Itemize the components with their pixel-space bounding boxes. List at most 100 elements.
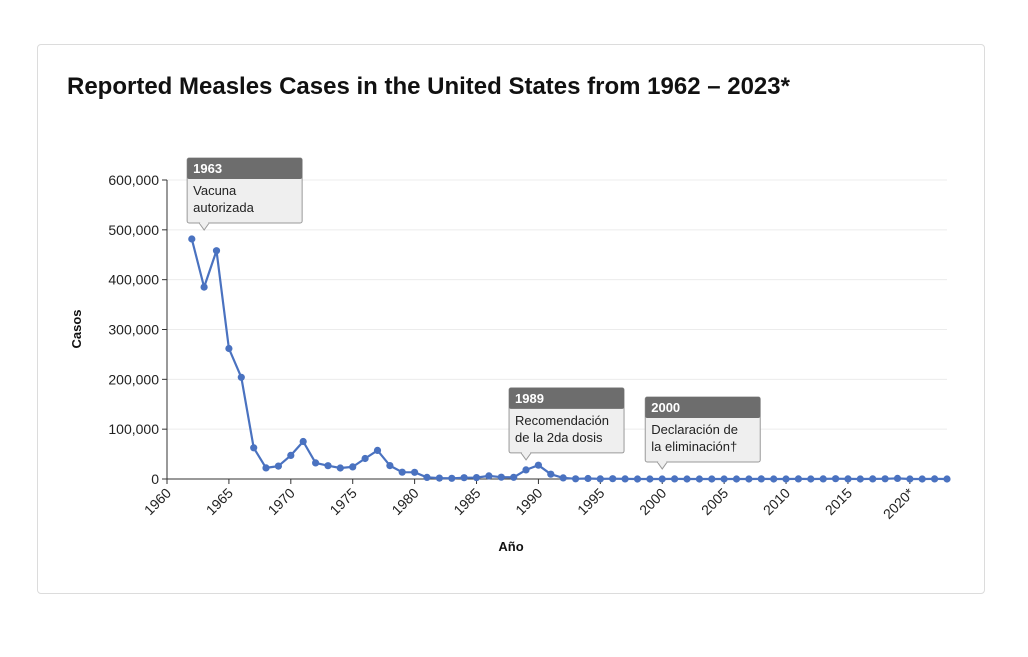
data-point	[770, 475, 778, 483]
y-tick-label: 300,000	[108, 322, 159, 338]
data-point	[671, 475, 679, 483]
data-point	[312, 459, 320, 467]
data-point	[361, 454, 369, 463]
data-point	[720, 475, 728, 483]
data-point	[683, 475, 691, 483]
y-tick-label: 600,000	[108, 172, 159, 188]
annotation-callout: 1963 Vacuna autorizada	[186, 157, 303, 231]
data-point	[237, 373, 245, 381]
data-point	[745, 475, 753, 483]
data-point	[757, 475, 765, 483]
data-point	[794, 475, 803, 483]
data-point	[893, 474, 902, 482]
data-point	[646, 475, 654, 483]
data-point	[274, 462, 282, 470]
data-point	[336, 464, 344, 472]
data-point	[732, 475, 741, 483]
x-tick-label: 2010	[760, 485, 793, 518]
data-point	[411, 468, 419, 476]
data-point	[856, 475, 864, 483]
data-point	[906, 475, 914, 483]
annotation-header	[645, 396, 761, 418]
data-point	[497, 473, 505, 481]
data-point	[510, 473, 518, 481]
data-point	[212, 247, 221, 255]
annotation-year: 1963	[193, 161, 222, 176]
y-axis-ticks: 0 100,000 200,000 300,000 400,000 500,000 600,…	[108, 172, 167, 487]
data-point	[559, 474, 567, 482]
chart-title: Reported Measles Cases in the United Sta…	[67, 73, 790, 100]
annotation-text: la eliminación†	[651, 439, 737, 454]
x-tick-label: 2020*	[880, 484, 918, 522]
x-tick-label: 1975	[326, 485, 359, 518]
data-point	[918, 475, 926, 483]
x-tick-label: 1985	[450, 485, 483, 518]
data-point	[807, 475, 815, 483]
x-tick-label: 2000	[636, 485, 669, 518]
annotation-text: Vacuna	[193, 183, 237, 198]
data-point	[373, 446, 382, 454]
x-tick-label: 1960	[141, 485, 174, 518]
annotation-pointer	[520, 452, 532, 461]
data-point	[832, 475, 840, 483]
x-tick-label: 1970	[265, 485, 298, 518]
data-point	[188, 235, 196, 243]
data-point	[398, 468, 406, 476]
y-tick-label: 0	[151, 471, 159, 487]
data-point	[324, 462, 332, 470]
data-point	[448, 474, 456, 482]
annotation-callout: 2000 Declaración de la eliminación†	[644, 396, 761, 470]
data-point	[596, 475, 604, 483]
data-point	[472, 474, 481, 482]
data-point	[386, 462, 394, 470]
data-point	[658, 475, 666, 483]
y-axis-title: Casos	[69, 309, 84, 348]
data-point	[534, 461, 543, 469]
data-point	[633, 475, 642, 483]
data-point	[943, 475, 951, 483]
data-point	[262, 464, 270, 472]
data-point	[584, 474, 592, 483]
x-tick-label: 1990	[512, 485, 545, 518]
x-tick-label: 1995	[574, 485, 607, 518]
series-group	[188, 235, 951, 483]
data-point	[423, 473, 431, 481]
y-tick-label: 500,000	[108, 222, 159, 238]
data-point	[869, 475, 877, 483]
data-point	[200, 283, 208, 291]
data-point	[522, 466, 530, 474]
data-point	[547, 470, 555, 478]
annotation-group: 1963 Vacuna autorizada 1989 Recomendación de …	[186, 157, 761, 470]
annotation-text: Recomendación	[515, 413, 609, 428]
data-point	[931, 475, 939, 483]
x-tick-label: 1980	[388, 485, 421, 518]
data-point	[695, 475, 704, 483]
annotation-pointer	[198, 222, 210, 231]
annotation-text: Declaración de	[651, 422, 738, 437]
data-point	[485, 472, 493, 480]
x-tick-label: 1965	[203, 485, 236, 518]
data-point	[287, 451, 295, 459]
annotation-text: autorizada	[193, 200, 254, 215]
y-tick-label: 400,000	[108, 272, 159, 288]
annotation-year: 2000	[651, 400, 680, 415]
x-tick-label: 2015	[822, 485, 855, 518]
data-point	[819, 475, 827, 483]
data-point	[609, 475, 617, 483]
data-point	[844, 475, 852, 483]
data-point	[708, 475, 716, 483]
data-point	[435, 474, 443, 482]
x-axis-ticks: 1960 1965 1970 1975 1980 1985 1990 1995 2000 2005…	[141, 479, 918, 522]
x-tick-label: 2005	[698, 485, 731, 518]
data-point	[225, 344, 233, 353]
data-point	[621, 475, 629, 483]
y-tick-label: 100,000	[108, 421, 159, 437]
annotation-callout: 1989 Recomendación de la 2da dosis	[508, 387, 625, 461]
annotation-text: de la 2da dosis	[515, 430, 603, 445]
annotation-year: 1989	[515, 391, 544, 406]
data-point	[349, 463, 357, 471]
data-point	[881, 475, 889, 483]
data-point	[572, 475, 580, 483]
data-point	[250, 444, 258, 452]
